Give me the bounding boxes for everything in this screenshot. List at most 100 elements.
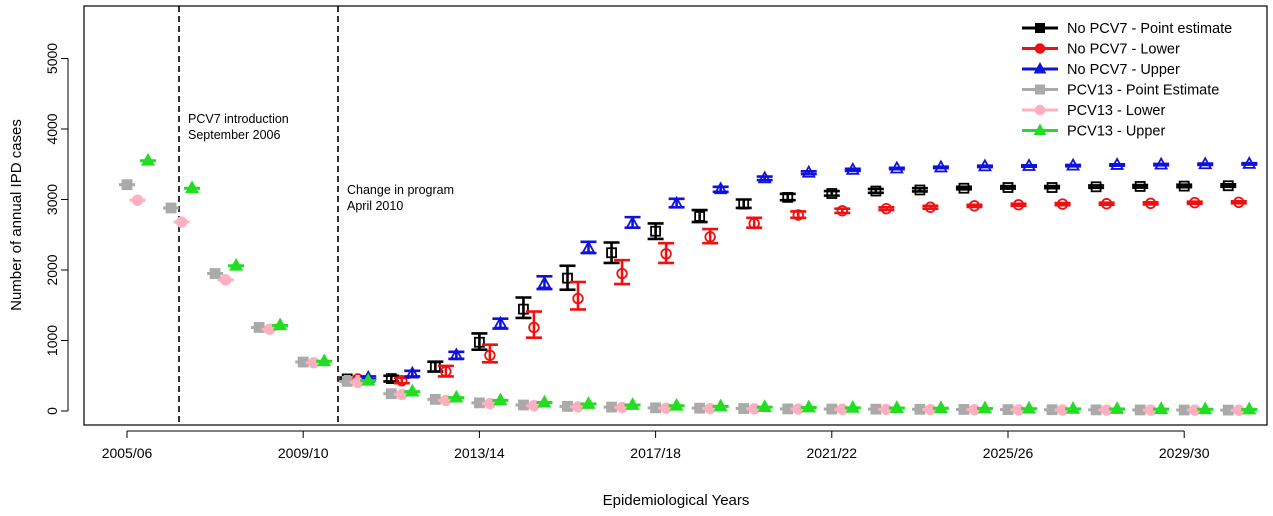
data-point	[317, 353, 332, 367]
data-point	[493, 392, 508, 406]
legend-label: PCV13 - Upper	[1067, 124, 1165, 140]
data-point	[1110, 401, 1125, 414]
data-point	[1154, 156, 1169, 170]
data-point	[836, 205, 849, 217]
data-point	[757, 399, 772, 413]
annotation-text: Change in program	[347, 183, 454, 197]
legend-label: PCV13 - Lower	[1067, 103, 1165, 119]
data-point	[1154, 401, 1169, 415]
data-point	[713, 181, 728, 195]
legend: No PCV7 - Point estimate No PCV7 - Lower N…	[1022, 21, 1232, 140]
legend-marker	[1035, 84, 1045, 95]
annotation-text: April 2010	[347, 199, 403, 213]
data-point	[175, 216, 188, 228]
data-point	[748, 217, 760, 230]
data-marks	[119, 152, 1258, 416]
data-point	[625, 215, 640, 229]
y-tick-label: 1000	[44, 325, 60, 356]
legend-marker	[1035, 23, 1045, 33]
data-point	[405, 383, 420, 397]
data-point	[1198, 401, 1213, 415]
data-point	[405, 365, 420, 379]
data-point	[528, 321, 540, 334]
data-point	[165, 202, 177, 214]
data-point	[704, 231, 716, 243]
y-tick-label: 2000	[44, 254, 60, 285]
x-axis-title: Epidemiological Years	[603, 492, 750, 509]
data-point	[1144, 197, 1157, 210]
data-point	[1021, 400, 1037, 414]
data-point	[977, 400, 992, 414]
data-point	[704, 402, 716, 415]
legend-marker	[1034, 104, 1046, 116]
data-point	[473, 336, 485, 348]
legend-label: No PCV7 - Point estimate	[1067, 21, 1232, 37]
data-point	[1056, 198, 1069, 210]
data-point	[449, 389, 464, 403]
data-point	[1242, 401, 1257, 415]
legend-label: No PCV7 - Lower	[1067, 42, 1180, 58]
y-tick-label: 0	[44, 407, 60, 415]
data-point	[209, 268, 221, 279]
data-point	[229, 257, 244, 271]
event-lines: PCV7 introduction September 2006 Change in…	[178, 6, 454, 425]
data-point	[1242, 156, 1257, 169]
data-point	[572, 292, 584, 305]
legend-label: PCV13 - Point Estimate	[1067, 83, 1219, 99]
data-point	[625, 397, 640, 410]
data-point	[1198, 156, 1213, 170]
data-point	[713, 398, 728, 412]
data-point	[121, 179, 133, 191]
data-point	[1066, 401, 1081, 414]
data-point	[792, 403, 804, 415]
x-tick-label: 2005/06	[102, 445, 153, 461]
data-point	[782, 191, 794, 203]
data-point	[219, 274, 232, 286]
data-point	[1021, 158, 1037, 171]
data-point	[669, 397, 684, 411]
data-point	[361, 372, 376, 386]
data-point	[562, 272, 573, 284]
data-point	[924, 201, 937, 213]
x-tick-label: 2029/30	[1159, 445, 1210, 461]
annotation-text: September 2006	[188, 128, 280, 142]
data-point	[140, 152, 156, 166]
data-point	[1134, 181, 1146, 192]
legend-label: No PCV7 - Upper	[1067, 62, 1180, 78]
x-tick-label: 2025/26	[983, 445, 1034, 461]
x-tick-label: 2009/10	[278, 445, 329, 461]
x-tick-label: 2021/22	[806, 445, 857, 461]
data-point	[1233, 196, 1245, 209]
data-point	[870, 185, 882, 197]
data-point	[1178, 180, 1190, 192]
y-tick-label: 4000	[44, 113, 60, 144]
legend-marker	[1033, 123, 1047, 135]
data-point	[518, 303, 529, 315]
data-point	[889, 400, 904, 413]
data-point	[650, 225, 661, 237]
data-point	[1012, 199, 1025, 211]
data-point	[440, 365, 452, 378]
data-point	[273, 317, 288, 331]
x-tick-label: 2013/14	[454, 445, 505, 461]
data-point	[581, 240, 596, 254]
data-point	[968, 200, 981, 212]
data-point	[757, 170, 772, 184]
data-point	[801, 399, 816, 413]
data-point	[845, 399, 860, 413]
data-point	[669, 195, 684, 209]
data-point	[1046, 182, 1058, 193]
data-point	[660, 402, 672, 414]
axes: 0 1000 2000 3000 4000 5000 2005/06 2009/10 2013/…	[44, 43, 1210, 461]
data-point	[914, 184, 926, 196]
data-point	[396, 374, 408, 387]
data-point	[253, 322, 265, 333]
y-tick-label: 5000	[44, 43, 60, 74]
data-point	[1002, 182, 1014, 193]
y-axis-title: Number of annual IPD cases	[8, 119, 25, 311]
data-point	[958, 182, 970, 194]
data-point	[1066, 157, 1081, 171]
data-point	[977, 158, 992, 172]
data-point	[352, 376, 364, 389]
